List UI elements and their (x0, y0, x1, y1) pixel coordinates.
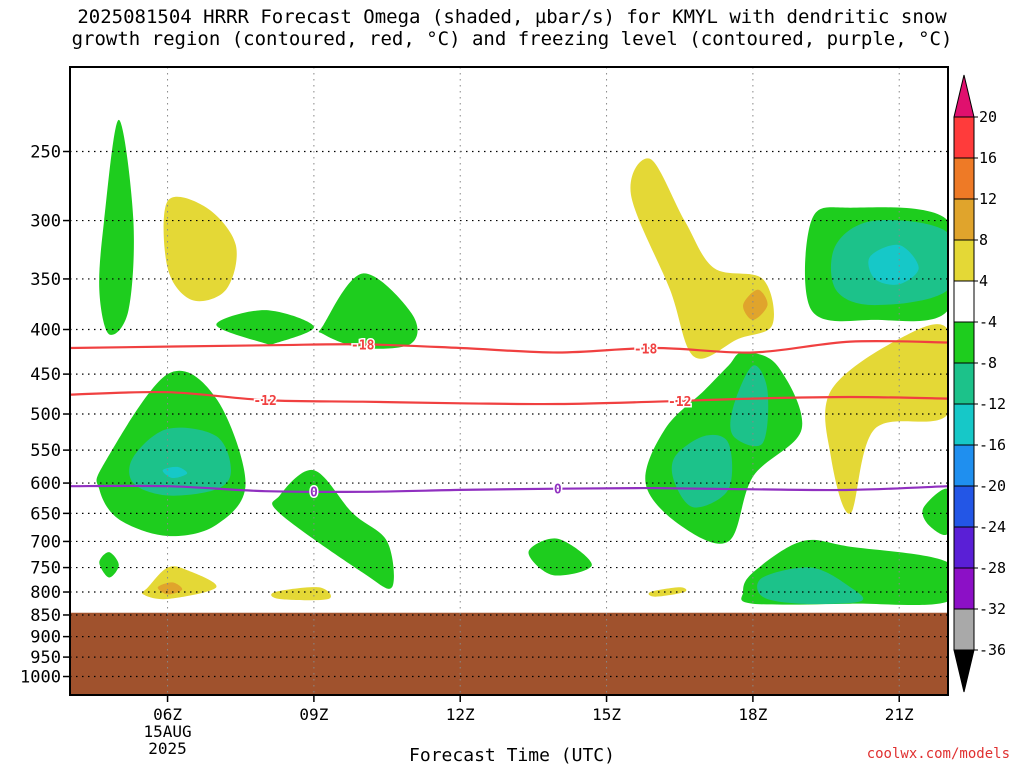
credit-text: coolwx.com/models (866, 746, 1010, 762)
colorbar-label-4: 4 (979, 272, 988, 290)
y-tick-label-400: 400 (30, 321, 61, 341)
colorbar-label--8: -8 (979, 354, 997, 372)
colorbar-swatch-3 (953, 239, 975, 282)
colorbar-swatch-6 (953, 362, 975, 405)
y-tick-label-550: 550 (30, 441, 61, 461)
colorbar-label--36: -36 (979, 641, 1006, 659)
colorbar-top-arrow (953, 74, 975, 118)
omega-region-17 (162, 466, 188, 479)
contour-label--12-0: -12 (253, 394, 276, 409)
omega-region-25 (157, 582, 183, 595)
colorbar-label--16: -16 (979, 436, 1006, 454)
colorbar-swatch-2 (953, 198, 975, 241)
y-tick-label-950: 950 (30, 648, 61, 668)
x-tick-label-09Z: 09Z (299, 705, 328, 724)
colorbar-label--24: -24 (979, 518, 1006, 536)
contour-label--18-0: -18 (351, 338, 375, 353)
colorbar-label-12: 12 (979, 190, 997, 208)
omega-region-19 (630, 158, 774, 359)
omega-region-10 (922, 488, 948, 536)
x-axis-label: Forecast Time (UTC) (409, 745, 615, 766)
x-tick-label-15Z: 15Z (592, 705, 621, 724)
colorbar-label-20: 20 (979, 108, 997, 126)
colorbar-label-8: 8 (979, 231, 988, 249)
colorbar-swatch-8 (953, 444, 975, 487)
colorbar-label--12: -12 (979, 395, 1006, 413)
contour--12 (70, 390, 948, 406)
y-tick-label-800: 800 (30, 583, 61, 603)
grid-lines (70, 67, 948, 695)
x-tick-label-12Z: 12Z (446, 705, 475, 724)
omega-region-4 (272, 469, 394, 589)
colorbar-swatch-10 (953, 526, 975, 569)
colorbar-swatch-7 (953, 403, 975, 446)
temperature-contours: -18 -18 -12 -12 0 0 (70, 337, 948, 502)
omega-region-16 (868, 244, 919, 285)
plot-frame (69, 66, 949, 696)
y-tick-label-350: 350 (30, 270, 61, 290)
y-tick-label-700: 700 (30, 532, 61, 552)
x-tick-label-06Z: 06Z (153, 705, 182, 724)
contour-label-0-1: 0 (554, 483, 562, 498)
colorbar: 20 16 12 8 4 -4 -8 -12 -16 -20 -24 -28 -32 -36 (953, 74, 1006, 693)
y-tick-label-600: 600 (30, 474, 61, 494)
y-tick-label-500: 500 (30, 405, 61, 425)
colorbar-swatch-5 (953, 321, 975, 364)
contour-label--18-1: -18 (634, 342, 658, 357)
chart-title: 2025081504 HRRR Forecast Omega (shaded, … (0, 6, 1024, 50)
omega-region-13 (730, 365, 769, 447)
colorbar-label--4: -4 (979, 313, 997, 331)
omega-region-2 (318, 273, 418, 349)
title-line-1: 2025081504 HRRR Forecast Omega (shaded, … (77, 6, 947, 28)
contour-label-0-0: 0 (310, 485, 318, 500)
omega-region-23 (648, 587, 687, 597)
y-tick-label-900: 900 (30, 628, 61, 648)
omega-region-6 (528, 538, 592, 576)
omega-region-5 (99, 552, 119, 578)
colorbar-label--28: -28 (979, 559, 1006, 577)
contour-label--12-1: -12 (668, 395, 691, 410)
colorbar-swatch-11 (953, 567, 975, 610)
omega-region-20 (825, 324, 948, 514)
omega-region-1 (216, 310, 314, 346)
colorbar-swatch-12 (953, 608, 975, 651)
colorbar-label--32: -32 (979, 600, 1006, 618)
omega-region-22 (271, 587, 331, 601)
omega-region-11 (129, 427, 231, 496)
colorbar-swatch-9 (953, 485, 975, 528)
y-tick-label-1000: 1000 (20, 668, 61, 688)
omega-region-21 (141, 566, 217, 600)
omega-region-18 (163, 196, 237, 302)
colorbar-label-16: 16 (979, 149, 997, 167)
title-line-2: growth region (contoured, red, °C) and f… (71, 28, 953, 50)
colorbar-label--20: -20 (979, 477, 1006, 495)
y-tick-label-450: 450 (30, 365, 61, 385)
x-tick-sublabel-15AUG: 15AUG (143, 722, 191, 741)
colorbar-swatch-0 (953, 116, 975, 159)
y-tick-label-650: 650 (30, 504, 61, 524)
colorbar-swatch-4 (953, 280, 975, 323)
y-tick-label-250: 250 (30, 143, 61, 163)
contour-0 (70, 484, 948, 494)
omega-region-14 (757, 567, 864, 605)
y-axis: 2503003504004505005506006507007508008509… (20, 143, 70, 688)
colorbar-swatch-1 (953, 157, 975, 200)
omega-region-24 (743, 289, 768, 320)
colorbar-bottom-arrow (953, 649, 975, 693)
x-tick-label-18Z: 18Z (738, 705, 767, 724)
omega-shaded-regions (96, 119, 948, 606)
omega-region-0 (99, 119, 134, 335)
contour--18 (70, 339, 948, 354)
x-tick-label-21Z: 21Z (885, 705, 914, 724)
x-tick-sublabel-2025: 2025 (148, 739, 187, 758)
y-tick-label-850: 850 (30, 606, 61, 626)
y-tick-label-750: 750 (30, 559, 61, 579)
y-tick-label-300: 300 (30, 212, 61, 232)
below-ground-area (70, 612, 948, 695)
